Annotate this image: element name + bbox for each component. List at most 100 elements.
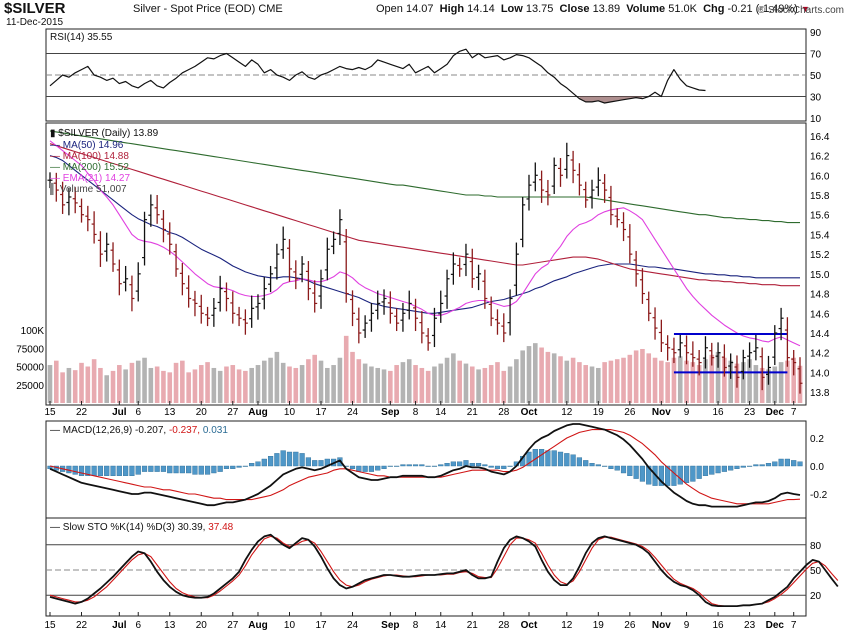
rsi-tick-label: 70 bbox=[810, 50, 822, 61]
price-legend-title: ▮ $SILVER (Daily) 13.89 bbox=[50, 128, 159, 139]
macd-histogram-bar bbox=[381, 465, 387, 469]
volume-bar bbox=[154, 366, 160, 403]
volume-bar bbox=[356, 359, 362, 403]
volume-bar bbox=[205, 362, 210, 403]
volume-bar bbox=[482, 367, 488, 403]
macd-histogram-bar bbox=[633, 465, 639, 479]
volume-bar bbox=[772, 366, 778, 403]
sto-legend-part-1: Slow STO %K(14) %D(3) bbox=[63, 522, 178, 533]
close-value: 13.89 bbox=[592, 3, 621, 15]
overlay-line-ma50 bbox=[49, 155, 800, 314]
volume-bar bbox=[192, 369, 198, 403]
macd-histogram-bar bbox=[501, 465, 507, 469]
macd-histogram-bar bbox=[545, 450, 551, 467]
macd-histogram-bar bbox=[167, 465, 173, 474]
volume-bar bbox=[501, 370, 507, 403]
overlay-legend-2: — MA(200) 15.52 bbox=[50, 162, 129, 173]
volume-bar bbox=[148, 367, 154, 403]
volume-bar bbox=[299, 365, 305, 403]
date-tick-label: 8 bbox=[413, 407, 419, 418]
macd-histogram-bar bbox=[192, 465, 198, 475]
macd-histogram-bar bbox=[791, 460, 797, 467]
volume-bar bbox=[791, 357, 796, 403]
macd-histogram-bar bbox=[400, 464, 406, 467]
macd-histogram-bar bbox=[614, 465, 620, 471]
date-tick-label: Oct bbox=[521, 407, 538, 418]
volume-bar bbox=[47, 365, 53, 403]
date-tick-label: Jul bbox=[112, 407, 127, 418]
volume-bar bbox=[747, 359, 752, 403]
volume-bar bbox=[375, 367, 381, 403]
volume-bar bbox=[274, 351, 280, 403]
date-tick-label: 15 bbox=[44, 407, 56, 418]
macd-histogram-bar bbox=[595, 464, 601, 467]
macd-histogram-bar bbox=[280, 450, 286, 467]
macd-histogram-bar bbox=[746, 465, 753, 467]
macd-histogram-bar bbox=[469, 463, 475, 467]
macd-histogram-bar bbox=[305, 457, 312, 467]
date-tick-label: 28 bbox=[498, 407, 510, 418]
date-tick-label: Sep bbox=[381, 620, 399, 631]
macd-histogram-bar bbox=[85, 465, 91, 477]
macd-histogram-bar bbox=[286, 451, 293, 467]
macd-histogram-bar bbox=[538, 449, 545, 467]
volume-bar bbox=[350, 351, 355, 403]
date-tick-label: 7 bbox=[791, 620, 797, 631]
macd-histogram-bar bbox=[778, 458, 784, 467]
open-value: 14.07 bbox=[405, 3, 434, 15]
volume-bar bbox=[633, 350, 639, 403]
macd-histogram-bar bbox=[299, 453, 305, 467]
overlay-line-ma100 bbox=[49, 143, 800, 287]
rsi-chart: 90 70 50 30 10 RSI(14) 35.55 bbox=[46, 28, 822, 125]
price-tick-label: 14.4 bbox=[810, 329, 830, 340]
date-tick-label: 23 bbox=[744, 407, 756, 418]
overlay-legend-1-part-1: MA(100) 14.88 bbox=[63, 151, 130, 162]
volume-bar bbox=[728, 360, 733, 403]
macd-histogram-bar bbox=[639, 465, 646, 482]
macd-histogram-bar bbox=[173, 465, 179, 474]
sto-tick-label: 20 bbox=[810, 591, 822, 602]
volume-bar bbox=[369, 366, 374, 403]
volume-bar bbox=[280, 362, 286, 403]
macd-histogram-bar bbox=[784, 458, 790, 467]
date-tick-label: 9 bbox=[684, 620, 690, 631]
macd-histogram-bar bbox=[230, 465, 236, 469]
macd-histogram-bar bbox=[318, 460, 324, 467]
volume-bar bbox=[413, 365, 418, 403]
macd-histogram-bar bbox=[482, 464, 488, 467]
date-tick-label: Jul bbox=[112, 620, 127, 631]
date-tick-label: 14 bbox=[435, 407, 447, 418]
price-tick-label: 15.8 bbox=[810, 191, 830, 202]
macd-histogram-bar bbox=[620, 465, 627, 474]
volume-bar bbox=[753, 365, 759, 403]
volume-bar bbox=[117, 365, 122, 403]
date-tick-label: Nov bbox=[652, 620, 671, 631]
volume-bar bbox=[659, 360, 664, 403]
macd-histogram-bar bbox=[129, 465, 135, 477]
macd-legend-part-2: -0.207, bbox=[135, 425, 169, 436]
date-tick-label: 15 bbox=[44, 620, 56, 631]
volume-bar bbox=[312, 354, 318, 403]
macd-histogram-bar bbox=[696, 465, 702, 479]
macd-histogram-bar bbox=[141, 465, 148, 472]
date-tick-label: 13 bbox=[164, 620, 176, 631]
volume-bar bbox=[577, 362, 582, 403]
date-tick-label: 7 bbox=[791, 407, 797, 418]
volume-bar bbox=[60, 372, 65, 403]
volume-bar bbox=[558, 356, 563, 403]
volume-bar bbox=[677, 356, 683, 403]
macd-chart: 0.2 0.0 -0.2 — MACD(12,26,9) -0.207, -0.237… bbox=[47, 423, 828, 508]
date-tick-label: 16 bbox=[713, 407, 725, 418]
chg-label: Chg bbox=[703, 3, 725, 15]
low-label: Low bbox=[500, 3, 523, 15]
macd-histogram-bar bbox=[135, 465, 141, 475]
macd-histogram-bar bbox=[690, 465, 696, 482]
price-tick-label: 15.4 bbox=[810, 230, 830, 241]
macd-histogram-bar bbox=[148, 465, 154, 472]
date-tick-label: Sep bbox=[381, 407, 399, 418]
macd-histogram-bar bbox=[728, 465, 734, 471]
volume-bar bbox=[696, 365, 702, 403]
date-tick-label: 14 bbox=[435, 620, 447, 631]
volume-bar bbox=[123, 369, 128, 403]
volume-bar bbox=[186, 372, 191, 403]
